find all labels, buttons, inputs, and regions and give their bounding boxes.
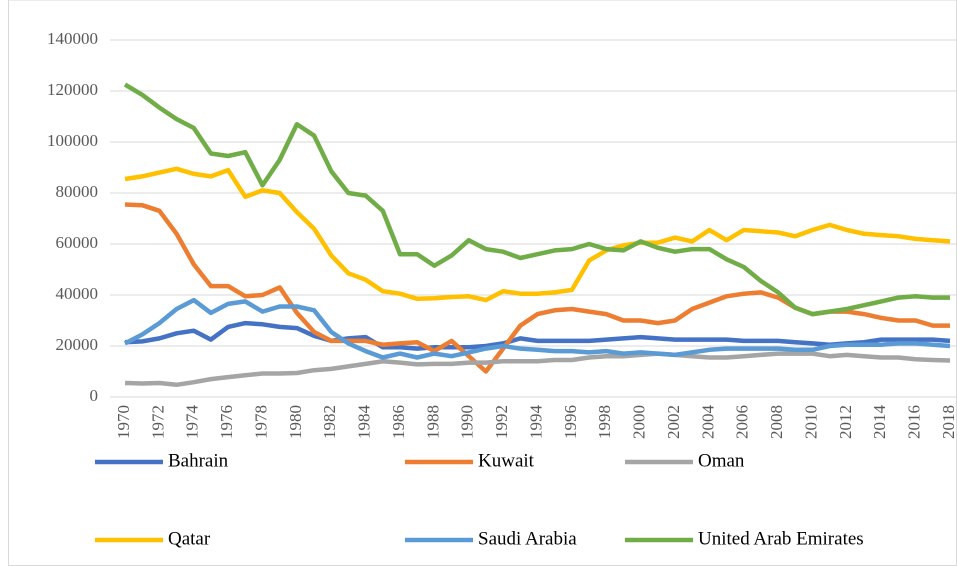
y-tick-label: 140000 xyxy=(47,29,98,48)
legend-label: Bahrain xyxy=(168,450,229,471)
x-tick-label: 2014 xyxy=(870,405,889,440)
x-tick-label: 1970 xyxy=(114,405,133,439)
x-tick-label: 1990 xyxy=(458,405,477,439)
series-line xyxy=(124,351,951,388)
x-tick-label: 2010 xyxy=(801,405,820,439)
y-tick-label: 80000 xyxy=(56,182,99,201)
series-line xyxy=(123,297,951,360)
x-tick-label: 2008 xyxy=(767,405,786,439)
series-line xyxy=(124,320,951,351)
x-tick-label: 1992 xyxy=(492,405,511,439)
x-tick-label: 2012 xyxy=(836,405,855,439)
x-tick-label: 1996 xyxy=(561,405,580,439)
x-tick-label: 1998 xyxy=(595,405,614,439)
y-tick-label: 60000 xyxy=(56,233,99,252)
legend-label: Qatar xyxy=(168,528,211,549)
plot xyxy=(123,82,951,388)
y-tick-label: 100000 xyxy=(47,131,98,150)
series-line xyxy=(123,82,950,317)
x-tick-label: 2002 xyxy=(664,405,683,439)
y-tick-label: 40000 xyxy=(56,284,99,303)
y-tick-label: 20000 xyxy=(56,335,99,354)
y-tick-label: 120000 xyxy=(47,80,98,99)
axis-labels: 0 20000 40000 60000 80000 100000 120000 140000 1… xyxy=(47,29,957,439)
legend-label: United Arab Emirates xyxy=(698,528,864,549)
chart-frame xyxy=(8,0,957,566)
x-tick-label: 1982 xyxy=(320,405,339,439)
x-tick-label: 1986 xyxy=(389,405,408,439)
x-tick-label: 1978 xyxy=(251,405,270,439)
x-tick-label: 1980 xyxy=(286,405,305,439)
legend: Bahrain Kuwait Oman Qatar Saudi Arabia United… xyxy=(95,450,864,549)
x-tick-label: 2004 xyxy=(698,405,717,440)
x-tick-label: 1974 xyxy=(183,405,202,440)
x-tick-label: 1984 xyxy=(355,405,374,440)
x-tick-label: 1994 xyxy=(526,405,545,440)
x-tick-label: 1972 xyxy=(148,405,167,439)
legend-label: Kuwait xyxy=(478,450,535,471)
x-tick-label: 1988 xyxy=(423,405,442,439)
series-line xyxy=(124,166,951,303)
x-tick-label: 1976 xyxy=(217,405,236,439)
x-tick-label: 2018 xyxy=(939,405,957,439)
y-tick-label: 0 xyxy=(90,386,99,405)
legend-label: Saudi Arabia xyxy=(478,528,577,549)
x-tick-label: 2000 xyxy=(630,405,649,439)
x-tick-label: 2016 xyxy=(905,405,924,439)
legend-label: Oman xyxy=(698,450,745,471)
x-tick-label: 2006 xyxy=(733,405,752,439)
